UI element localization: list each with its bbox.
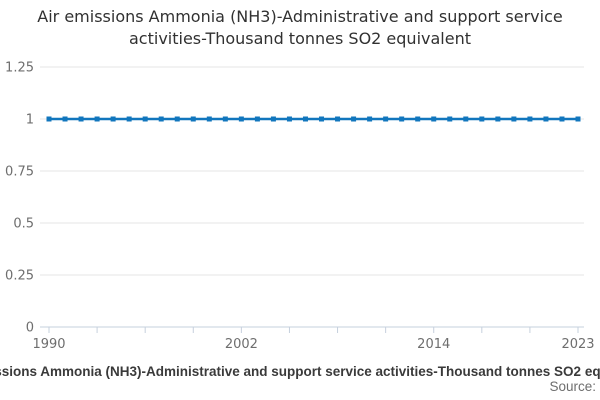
data-point-marker bbox=[319, 116, 325, 122]
data-point-marker bbox=[286, 116, 292, 122]
data-point-marker bbox=[495, 116, 501, 122]
data-point-marker bbox=[383, 116, 389, 122]
data-point-marker bbox=[511, 116, 517, 122]
y-axis-tick-label: 0 bbox=[26, 321, 34, 336]
data-point-marker bbox=[431, 116, 437, 122]
x-axis-tick-label: 2002 bbox=[225, 337, 258, 352]
data-point-marker bbox=[543, 116, 549, 122]
data-point-marker bbox=[78, 116, 84, 122]
data-point-marker bbox=[206, 116, 212, 122]
y-axis-tick-label: 0.75 bbox=[5, 165, 34, 180]
y-axis-tick-label: 1 bbox=[26, 113, 34, 128]
data-point-marker bbox=[142, 116, 148, 122]
data-point-marker bbox=[351, 116, 357, 122]
data-point-marker bbox=[463, 116, 469, 122]
data-point-marker bbox=[238, 116, 244, 122]
x-axis-tick-label: 2023 bbox=[561, 337, 594, 352]
data-point-marker bbox=[527, 116, 533, 122]
data-point-marker bbox=[94, 116, 100, 122]
data-point-marker bbox=[335, 116, 341, 122]
y-axis-tick-label: 0.5 bbox=[13, 217, 34, 232]
chart-title: Air emissions Ammonia (NH3)-Administrati… bbox=[37, 7, 563, 48]
data-point-marker bbox=[479, 116, 485, 122]
data-point-marker bbox=[399, 116, 405, 122]
data-point-marker bbox=[415, 116, 421, 122]
data-point-marker bbox=[190, 116, 196, 122]
data-point-marker bbox=[367, 116, 373, 122]
legend: Air emissions Ammonia (NH3)-Administrati… bbox=[0, 362, 600, 380]
x-axis-tick-label: 2014 bbox=[417, 337, 450, 352]
legend-series-label: Air emissions Ammonia (NH3)-Administrati… bbox=[0, 363, 600, 379]
source-label: Source: bbox=[549, 379, 596, 394]
data-point-marker bbox=[110, 116, 116, 122]
data-point-marker bbox=[222, 116, 228, 122]
data-point-marker bbox=[126, 116, 132, 122]
data-point-marker bbox=[559, 116, 565, 122]
data-point-marker bbox=[158, 116, 164, 122]
x-axis-tick-label: 1990 bbox=[32, 337, 65, 352]
data-point-marker bbox=[575, 116, 581, 122]
data-point-marker bbox=[174, 116, 180, 122]
data-point-marker bbox=[447, 116, 453, 122]
data-point-marker bbox=[46, 116, 52, 122]
data-point-marker bbox=[270, 116, 276, 122]
data-point-marker bbox=[62, 116, 68, 122]
y-axis-tick-label: 1.25 bbox=[5, 61, 34, 76]
data-point-marker bbox=[302, 116, 308, 122]
data-point-marker bbox=[254, 116, 260, 122]
y-axis-tick-label: 0.25 bbox=[5, 269, 34, 284]
